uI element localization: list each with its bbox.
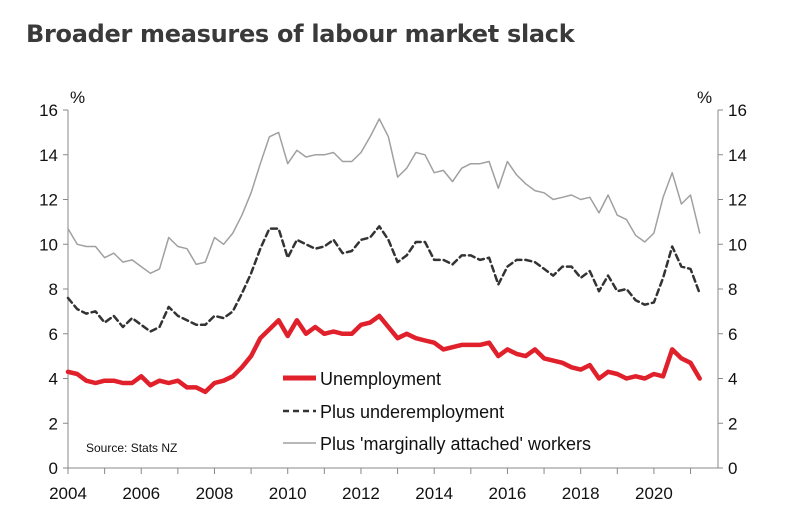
right-y-tick-label: 16 (728, 101, 747, 120)
x-tick-label: 2004 (49, 484, 87, 503)
left-y-tick-label: 2 (49, 414, 58, 433)
legend: Unemployment Plus underemployment Plus '… (283, 369, 591, 454)
left-y-tick-label: 4 (49, 370, 58, 389)
chart-axes: 0 0 2 2 4 4 6 6 8 8 10 10 12 12 14 14 16 16 2004 2006 2008 20… (39, 101, 747, 503)
right-y-tick-label: 0 (728, 459, 737, 478)
left-y-tick-label: 8 (49, 280, 58, 299)
left-y-tick-label: 14 (39, 146, 58, 165)
left-y-tick-label: 0 (49, 459, 58, 478)
unemployment-line (65, 313, 702, 395)
x-tick-label: 2010 (269, 484, 307, 503)
x-tick-label: 2020 (635, 484, 673, 503)
x-tick-label: 2006 (122, 484, 160, 503)
legend-label-marginally-attached: Plus 'marginally attached' workers (320, 434, 591, 454)
x-tick-label: 2016 (489, 484, 527, 503)
right-y-tick-label: 12 (728, 191, 747, 210)
left-y-tick-label: 16 (39, 101, 58, 120)
series-layer (65, 118, 702, 395)
right-y-tick-label: 4 (728, 370, 737, 389)
right-y-tick-label: 14 (728, 146, 747, 165)
right-y-tick-label: 6 (728, 325, 737, 344)
legend-label-underemployment: Plus underemployment (320, 402, 504, 422)
underemployment-line (66, 225, 701, 333)
left-y-tick-label: 10 (39, 235, 58, 254)
marginally-attached-line (67, 118, 701, 275)
legend-label-unemployment: Unemployment (320, 369, 441, 389)
left-axis-unit: % (70, 88, 85, 107)
x-tick-label: 2008 (196, 484, 234, 503)
right-y-tick-label: 8 (728, 280, 737, 299)
chart-title: Broader measures of labour market slack (26, 20, 575, 48)
right-y-tick-label: 10 (728, 235, 747, 254)
x-tick-label: 2018 (562, 484, 600, 503)
right-axis-unit: % (697, 88, 712, 107)
right-y-tick-label: 2 (728, 414, 737, 433)
left-y-tick-label: 12 (39, 191, 58, 210)
x-tick-label: 2012 (342, 484, 380, 503)
x-tick-label: 2014 (415, 484, 453, 503)
source-note: Source: Stats NZ (86, 441, 177, 455)
left-y-tick-label: 6 (49, 325, 58, 344)
